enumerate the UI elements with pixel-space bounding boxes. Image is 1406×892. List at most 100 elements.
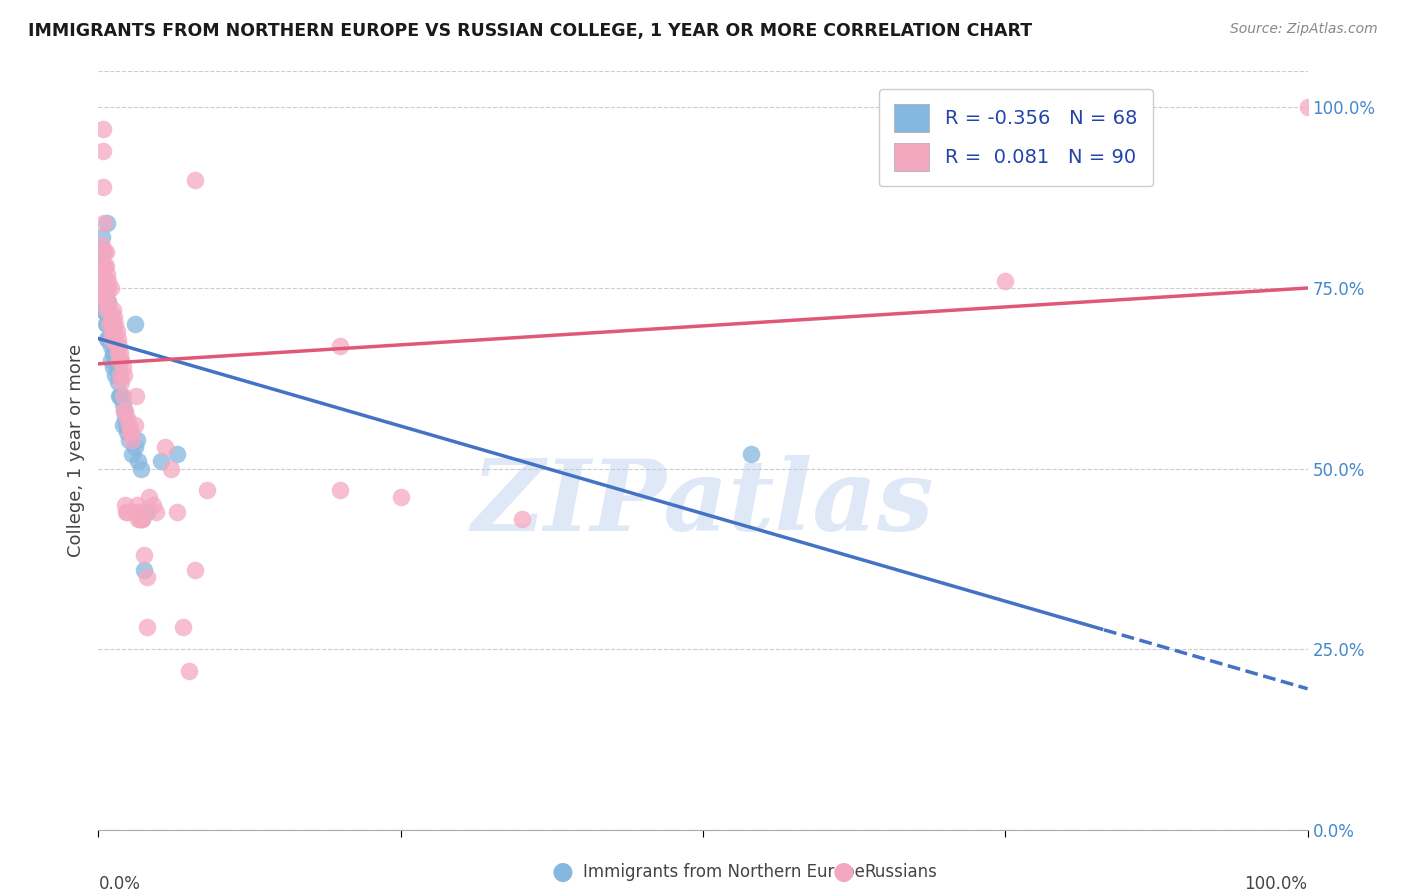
Point <box>108 368 131 382</box>
Point <box>121 447 143 461</box>
Point <box>129 505 152 519</box>
Point <box>114 498 136 512</box>
Point <box>104 317 127 331</box>
Point <box>184 172 207 186</box>
Text: Russians: Russians <box>865 863 938 881</box>
Point <box>120 425 142 440</box>
Point <box>108 339 131 353</box>
Point <box>91 288 114 302</box>
Point <box>107 375 129 389</box>
Point <box>110 389 132 403</box>
Point <box>115 418 138 433</box>
Point <box>97 281 120 295</box>
Point <box>127 512 149 526</box>
Point <box>94 260 117 274</box>
Point <box>91 237 114 252</box>
Point <box>110 375 132 389</box>
Point <box>115 505 138 519</box>
Point <box>108 353 131 368</box>
Point <box>93 260 115 274</box>
Text: ●: ● <box>832 861 855 884</box>
Point <box>118 433 141 447</box>
Point <box>91 281 114 295</box>
Point <box>134 563 156 577</box>
Point <box>117 411 139 425</box>
Point <box>97 295 120 310</box>
Point <box>94 317 117 331</box>
Point <box>114 411 136 425</box>
Point <box>93 216 115 230</box>
Point <box>100 281 122 295</box>
Point <box>117 505 139 519</box>
Point <box>96 332 118 346</box>
Point <box>90 274 112 288</box>
Point <box>98 302 121 317</box>
Point <box>107 353 129 368</box>
Point <box>127 433 149 447</box>
Point <box>131 512 153 526</box>
Point <box>107 332 129 346</box>
Point <box>105 339 128 353</box>
Point <box>104 368 127 382</box>
Point <box>101 360 124 375</box>
Point <box>110 353 132 368</box>
Point <box>100 324 122 338</box>
Legend: R = -0.356   N = 68, R =  0.081   N = 90: R = -0.356 N = 68, R = 0.081 N = 90 <box>879 88 1153 186</box>
Point <box>91 302 114 317</box>
Point <box>97 332 120 346</box>
Point <box>166 447 188 461</box>
Point <box>135 505 157 519</box>
Point <box>172 620 194 634</box>
Point <box>740 447 762 461</box>
Point <box>129 512 152 526</box>
Point <box>105 324 128 338</box>
Point <box>100 353 122 368</box>
Point <box>124 317 146 331</box>
Point <box>108 389 131 403</box>
Point <box>114 403 136 417</box>
Point <box>96 281 118 295</box>
Point <box>111 360 134 375</box>
Point <box>135 620 157 634</box>
Point <box>91 144 114 158</box>
Point <box>510 512 533 526</box>
Point <box>111 418 134 433</box>
Point <box>103 332 125 346</box>
Point <box>100 317 122 331</box>
Point <box>94 274 117 288</box>
Point <box>131 512 153 526</box>
Text: 0.0%: 0.0% <box>98 875 141 892</box>
Point <box>101 346 124 360</box>
Point <box>124 505 146 519</box>
Point <box>127 454 149 468</box>
Point <box>97 274 120 288</box>
Point <box>94 288 117 302</box>
Point <box>117 425 139 440</box>
Point <box>104 332 127 346</box>
Point <box>98 317 121 331</box>
Point <box>145 505 167 519</box>
Point <box>90 295 112 310</box>
Point <box>124 440 146 454</box>
Point <box>118 418 141 433</box>
Point <box>91 288 114 302</box>
Point <box>103 346 125 360</box>
Point <box>90 288 112 302</box>
Point <box>91 274 114 288</box>
Point <box>96 216 118 230</box>
Point <box>97 295 120 310</box>
Point <box>111 389 134 403</box>
Point <box>93 244 115 259</box>
Point <box>138 491 160 505</box>
Point <box>89 244 111 259</box>
Point <box>134 548 156 562</box>
Point <box>127 498 149 512</box>
Point <box>93 295 115 310</box>
Point <box>96 295 118 310</box>
Point <box>100 339 122 353</box>
Point <box>96 267 118 281</box>
Point <box>100 317 122 331</box>
Point <box>105 360 128 375</box>
Point <box>94 274 117 288</box>
Point <box>94 288 117 302</box>
